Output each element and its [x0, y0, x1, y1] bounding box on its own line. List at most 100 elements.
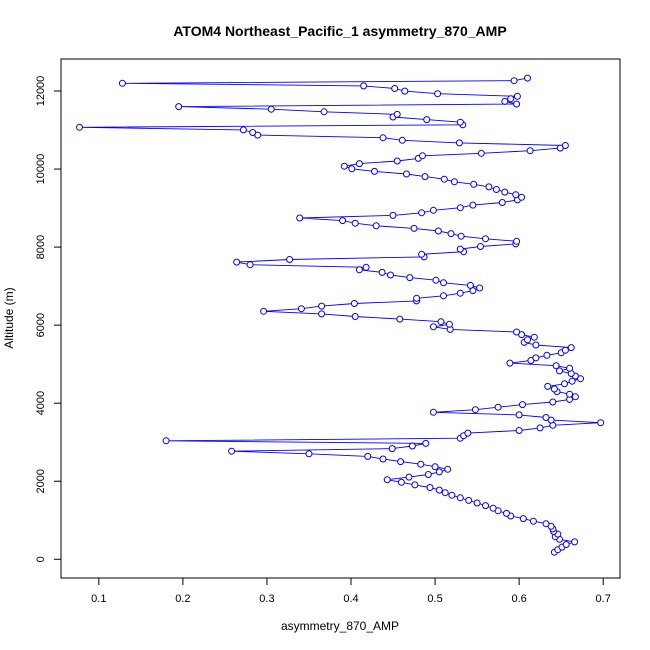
data-point [494, 403, 502, 411]
x-tick-label: 0.4 [343, 593, 358, 605]
x-tick-label: 0.2 [175, 593, 190, 605]
data-point [418, 209, 426, 217]
y-tick-label: 10000 [35, 154, 47, 185]
data-point [532, 341, 540, 349]
data-point [426, 484, 434, 491]
data-point [482, 502, 489, 510]
data-point [445, 320, 453, 328]
data-point [566, 390, 574, 398]
data-point [350, 300, 358, 307]
data-point [456, 204, 464, 212]
data-point [469, 201, 477, 209]
data-point [440, 279, 447, 287]
data-point [76, 123, 83, 131]
data-point [305, 450, 313, 458]
data-point [398, 136, 406, 144]
data-point [482, 235, 489, 243]
data-point [379, 455, 387, 463]
data-point [429, 408, 437, 416]
y-tick-label: 2000 [35, 469, 47, 493]
y-axis: 0 2000 4000 6000 8000 10000 12000 [35, 76, 62, 562]
data-point [423, 116, 431, 124]
data-point [429, 323, 437, 331]
data-point [405, 473, 413, 481]
data-point [524, 74, 531, 82]
data-point [542, 520, 550, 528]
data-point [447, 230, 455, 238]
data-point [296, 214, 304, 222]
data-point [434, 90, 442, 98]
data-point [351, 219, 359, 227]
data-point [429, 206, 437, 214]
data-point [397, 458, 405, 466]
data-point [318, 302, 326, 310]
data-point [464, 429, 472, 437]
data-point [456, 494, 464, 502]
data-point [410, 224, 418, 232]
data-point [434, 227, 442, 235]
data-point [465, 496, 473, 504]
data-point [267, 105, 275, 113]
y-tick-label: 6000 [35, 313, 47, 337]
data-point [506, 359, 514, 367]
x-tick-label: 0.5 [427, 593, 442, 605]
data-point [561, 346, 569, 354]
data-point [371, 167, 378, 175]
data-point [477, 243, 484, 250]
data-point [437, 318, 445, 326]
data-point [379, 134, 387, 142]
y-tick-label: 12000 [35, 76, 47, 107]
data-point [471, 406, 479, 414]
data-point [536, 424, 544, 432]
data-point [396, 315, 404, 323]
data-point [455, 139, 463, 147]
data-point [297, 305, 305, 313]
y-tick-label: 8000 [35, 235, 47, 259]
data-point [543, 351, 551, 359]
data-point [507, 95, 515, 103]
data-point [432, 276, 440, 284]
data-point [249, 129, 257, 136]
data-point [435, 468, 443, 476]
data-point [162, 437, 170, 445]
data-point [413, 294, 421, 302]
data-point [421, 173, 429, 181]
data-point [318, 310, 326, 318]
data-point [431, 463, 439, 471]
data-point [364, 452, 372, 460]
data-point [362, 263, 370, 271]
data-point [550, 385, 558, 393]
data-point [417, 460, 425, 468]
data-point [519, 515, 527, 523]
data-point [419, 152, 426, 160]
data-point [544, 382, 552, 390]
plot-points [76, 74, 605, 556]
data-point [513, 237, 521, 245]
data-point [372, 222, 380, 230]
data-point [260, 307, 268, 315]
data-point [552, 362, 560, 370]
data-point [118, 79, 126, 87]
data-point [542, 414, 550, 421]
chart-title: ATOM4 Northeast_Pacific_1 asymmetry_870_… [173, 23, 506, 39]
data-point [440, 175, 448, 183]
data-point [456, 245, 464, 253]
data-point [355, 266, 363, 274]
data-point [568, 377, 576, 385]
data-point [571, 393, 579, 401]
y-tick-label: 0 [35, 556, 47, 562]
data-point [391, 85, 399, 92]
data-point [448, 491, 456, 499]
y-axis-label: Altitude (m) [2, 287, 16, 348]
data-point [456, 118, 464, 126]
y-tick-label: 4000 [35, 391, 47, 415]
data-point [397, 478, 405, 486]
data-point [339, 217, 347, 225]
data-point [378, 268, 386, 276]
data-point [233, 258, 241, 266]
data-point [526, 147, 534, 155]
plot-lines [79, 77, 601, 553]
x-axis-label: asymmetry_870_AMP [281, 619, 399, 633]
data-point [501, 188, 509, 196]
